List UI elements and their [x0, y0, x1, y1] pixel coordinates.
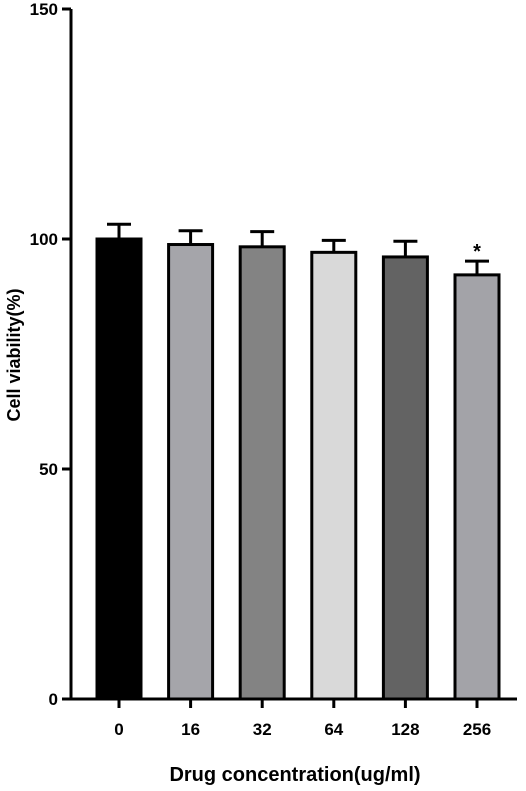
y-tick-label: 100	[30, 230, 58, 249]
x-tick-label: 32	[253, 720, 272, 739]
bar	[310, 250, 358, 701]
y-tick-label: 150	[30, 0, 58, 19]
x-tick-label: 64	[324, 720, 343, 739]
bar	[238, 245, 286, 701]
x-axis-label: Drug concentration(ug/ml)	[169, 764, 420, 786]
x-tick-label: 256	[463, 720, 491, 739]
bar	[381, 255, 429, 701]
x-tick-label: 128	[391, 720, 419, 739]
bar	[95, 237, 143, 701]
bar	[167, 243, 215, 701]
x-tick-label: 0	[114, 720, 123, 739]
y-axis-label: Cell viability(%)	[4, 288, 24, 421]
y-tick-label: 0	[49, 690, 58, 709]
significance-marker: *	[473, 241, 481, 263]
error-bars-group	[107, 222, 489, 275]
y-tick-label: 50	[39, 460, 58, 479]
bar	[453, 273, 501, 701]
bars-group	[95, 237, 501, 701]
x-tick-label: 16	[181, 720, 200, 739]
labels-group: 0 50 100 150 0 16 32 64 128 256 *	[30, 0, 492, 739]
